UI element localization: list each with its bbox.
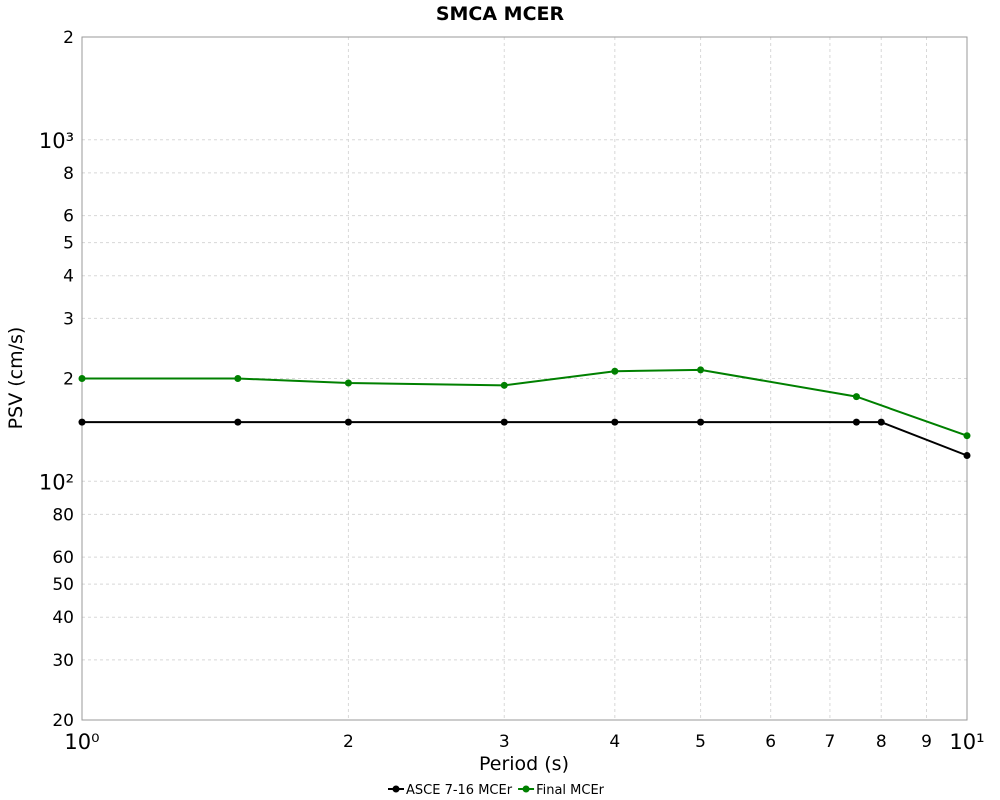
data-point — [611, 418, 619, 426]
data-point — [78, 418, 86, 426]
data-point — [344, 379, 352, 387]
data-point — [611, 367, 619, 375]
data-point — [500, 381, 508, 389]
y-tick-label: 4 — [63, 267, 74, 287]
x-tick-label: 3 — [499, 732, 510, 752]
y-tick-label: 40 — [52, 608, 74, 628]
x-tick-label: 9 — [921, 732, 932, 752]
y-tick-label: 8 — [63, 164, 74, 184]
x-tick-label: 2 — [343, 732, 354, 752]
data-point — [963, 432, 971, 440]
series-line — [82, 368, 968, 437]
data-point — [344, 418, 352, 426]
y-tick-label: 60 — [52, 548, 74, 568]
data-point — [852, 393, 860, 401]
y-tick-label: 3 — [63, 309, 74, 329]
y-tick-label: 6 — [63, 207, 74, 227]
y-tick-label: 5 — [63, 234, 74, 254]
data-point — [234, 375, 242, 382]
x-tick-label: 10¹ — [949, 730, 984, 754]
x-tick-label: 8 — [876, 732, 887, 752]
y-tick-label: 10² — [39, 470, 74, 494]
y-tick-label: 2 — [63, 370, 74, 390]
data-point — [963, 452, 971, 460]
y-axis-label: PSV (cm/s) — [5, 327, 27, 430]
x-axis-label: Period (s) — [479, 753, 569, 775]
data-point — [500, 418, 508, 426]
x-tick-label: 4 — [609, 732, 620, 752]
legend-marker — [522, 785, 530, 793]
data-point — [877, 418, 885, 426]
x-tick-label: 5 — [695, 732, 706, 752]
x-tick-label: 10⁰ — [64, 730, 99, 754]
x-tick-label: 7 — [824, 732, 835, 752]
y-tick-label: 10³ — [39, 129, 74, 153]
legend-marker — [392, 785, 400, 793]
y-tick-label: 50 — [52, 575, 74, 595]
data-point — [697, 366, 705, 374]
y-tick-label: 30 — [52, 651, 74, 671]
x-tick-label: 6 — [765, 732, 776, 752]
data-point — [697, 418, 705, 426]
data-point — [852, 418, 860, 426]
y-tick-label: 2 — [63, 28, 74, 48]
legend-label: ASCE 7-16 MCEr — [406, 783, 513, 798]
data-point — [234, 418, 242, 426]
data-point — [78, 375, 86, 382]
chart-title: SMCA MCER — [436, 3, 565, 25]
legend-label: Final MCEr — [536, 783, 605, 798]
y-tick-label: 20 — [52, 711, 74, 731]
y-tick-label: 80 — [52, 505, 74, 525]
